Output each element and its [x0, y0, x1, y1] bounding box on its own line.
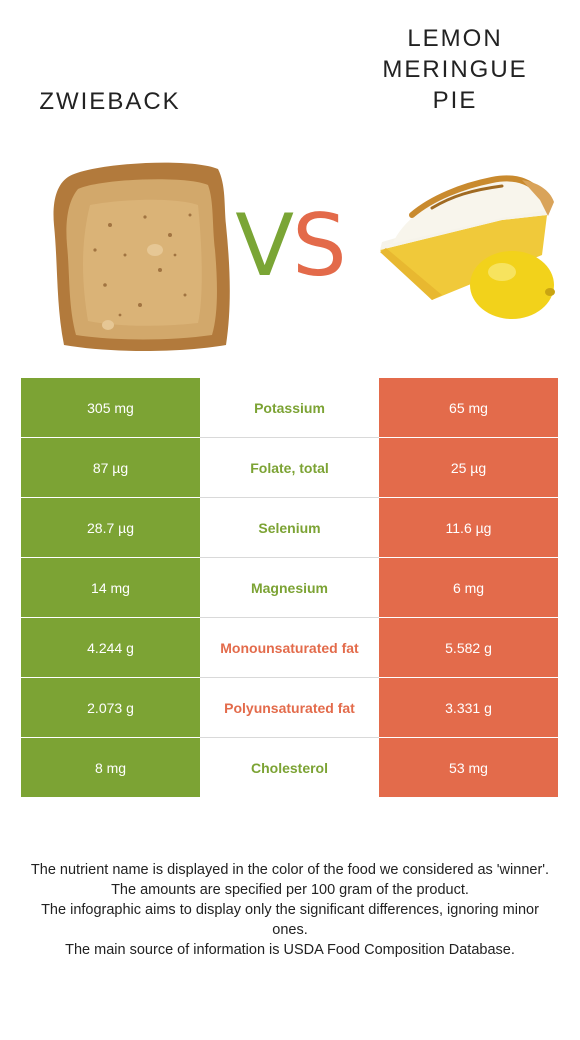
table-row: 305 mg Potassium 65 mg — [21, 378, 558, 438]
left-value: 28.7 µg — [21, 498, 200, 558]
left-food-title: ZWIEBACK — [39, 88, 181, 115]
vs-label: VS — [228, 196, 352, 296]
nutrient-name: Selenium — [200, 498, 379, 558]
vs-letter-v: V — [235, 196, 294, 296]
footer-line: The main source of information is USDA F… — [65, 942, 515, 958]
row-divider — [200, 497, 379, 498]
left-value: 4.244 g — [21, 618, 200, 678]
footer-line: The infographic aims to display only the… — [41, 902, 539, 938]
table-row: 4.244 g Monounsaturated fat 5.582 g — [21, 618, 558, 678]
nutrient-name: Magnesium — [200, 558, 379, 618]
zwieback-image — [53, 162, 230, 351]
left-value: 14 mg — [21, 558, 200, 618]
row-divider — [200, 677, 379, 678]
row-divider — [200, 617, 379, 618]
right-value: 6 mg — [379, 558, 558, 618]
footer-line: The nutrient name is displayed in the co… — [30, 862, 550, 878]
table-row: 28.7 µg Selenium 11.6 µg — [21, 498, 558, 558]
right-value: 5.582 g — [379, 618, 558, 678]
footer-notes: The nutrient name is displayed in the co… — [30, 860, 550, 960]
footer-line: The amounts are specified per 100 gram o… — [111, 882, 469, 898]
row-divider — [200, 737, 379, 738]
nutrient-name: Polyunsaturated fat — [200, 678, 379, 738]
table-row: 87 µg Folate, total 25 µg — [21, 438, 558, 498]
left-value: 87 µg — [21, 438, 200, 498]
right-value: 25 µg — [379, 438, 558, 498]
left-value: 305 mg — [21, 378, 200, 438]
table-row: 8 mg Cholesterol 53 mg — [21, 738, 558, 798]
nutrient-name: Folate, total — [200, 438, 379, 498]
right-value: 3.331 g — [379, 678, 558, 738]
comparison-table: 305 mg Potassium 65 mg 87 µg Folate, total 25… — [21, 378, 558, 798]
nutrient-name: Cholesterol — [200, 738, 379, 798]
nutrient-name: Potassium — [200, 378, 379, 438]
left-value: 8 mg — [21, 738, 200, 798]
row-divider — [200, 437, 379, 438]
table-row: 2.073 g Polyunsaturated fat 3.331 g — [21, 678, 558, 738]
vs-letter-s: S — [292, 196, 347, 296]
right-value: 53 mg — [379, 738, 558, 798]
lemon-meringue-pie-image — [380, 175, 555, 319]
left-value: 2.073 g — [21, 678, 200, 738]
nutrient-name: Monounsaturated fat — [200, 618, 379, 678]
right-value: 65 mg — [379, 378, 558, 438]
table-row: 14 mg Magnesium 6 mg — [21, 558, 558, 618]
row-divider — [200, 557, 379, 558]
right-value: 11.6 µg — [379, 498, 558, 558]
right-food-title: LEMON MERINGUE PIE — [382, 25, 528, 114]
